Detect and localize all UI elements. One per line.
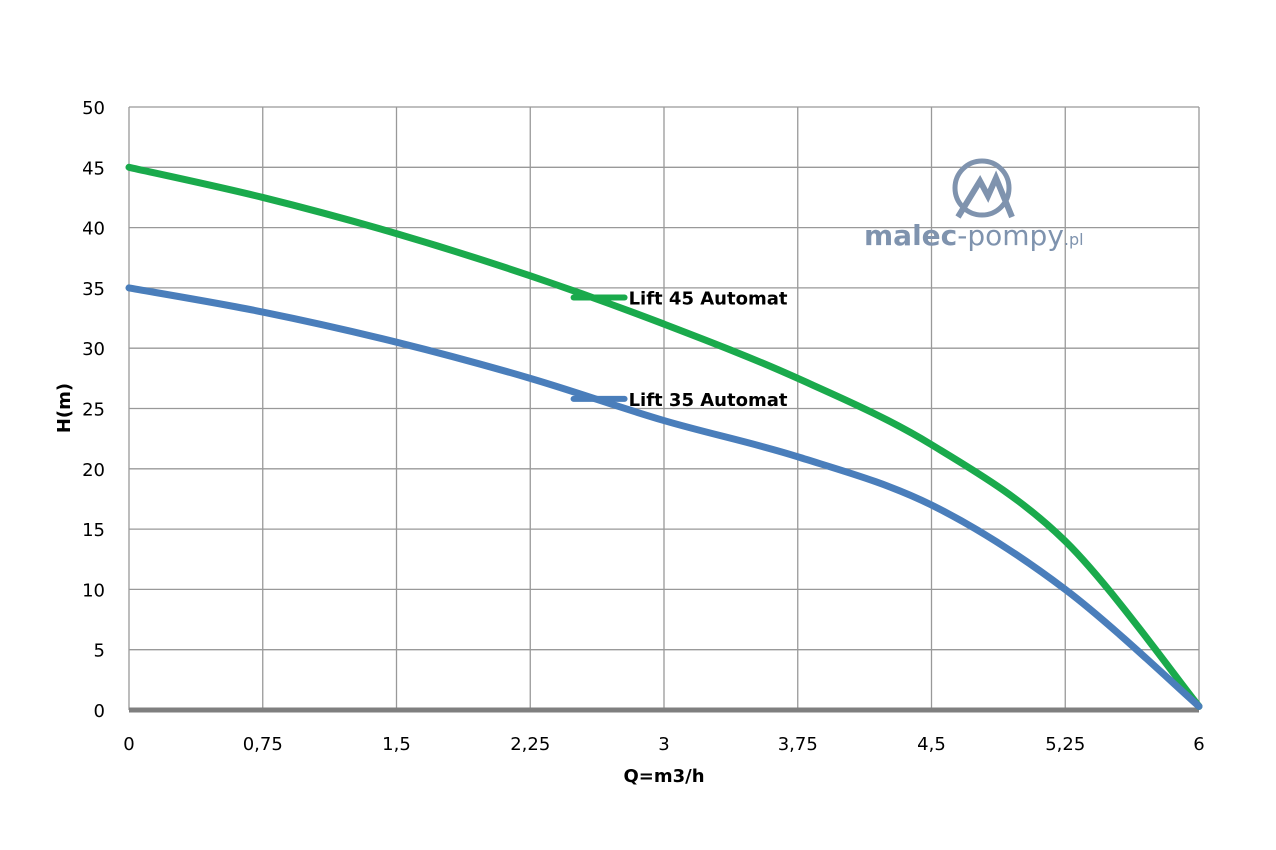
x-tick-label: 0,75 — [243, 734, 283, 755]
x-tick-label: 3 — [658, 734, 669, 755]
malec-pompy-logo: malec-pompy.pl — [864, 158, 1084, 252]
y-tick-label: 25 — [82, 400, 105, 421]
series-label: Lift 45 Automat — [629, 289, 788, 310]
x-tick-label: 5,25 — [1045, 734, 1085, 755]
tick-labels: 0 5 10 15 20 25 30 35 40 45 50 0 0,75 1,5 2,25 3 3,75 4,5… — [82, 98, 1205, 755]
y-tick-label: 45 — [82, 158, 105, 179]
series-label: Lift 35 Automat — [629, 390, 788, 411]
series-line-1 — [125, 284, 1203, 710]
series-line-0 — [125, 163, 1203, 710]
y-tick-label: 40 — [82, 219, 105, 240]
axes — [128, 107, 1199, 713]
y-tick-label: 15 — [82, 520, 105, 541]
y-tick-label: 30 — [82, 339, 105, 360]
svg-text:malec-pompy.pl: malec-pompy.pl — [864, 219, 1084, 252]
grid — [129, 106, 1200, 710]
series-group: Lift 45 Automat Lift 35 Automat — [125, 163, 1203, 710]
x-tick-label: 0 — [123, 734, 134, 755]
y-tick-label: 35 — [82, 279, 105, 300]
x-axis-label: Q=m3/h — [623, 766, 704, 787]
y-tick-label: 0 — [94, 701, 105, 722]
y-tick-label: 50 — [82, 98, 105, 119]
x-tick-label: 1,5 — [382, 734, 411, 755]
x-tick-label: 2,25 — [510, 734, 550, 755]
y-tick-label: 5 — [94, 641, 105, 662]
y-tick-label: 20 — [82, 460, 105, 481]
y-axis-label: H(m) — [54, 383, 75, 433]
x-tick-label: 3,75 — [778, 734, 818, 755]
x-tick-label: 4,5 — [917, 734, 946, 755]
y-tick-label: 10 — [82, 580, 105, 601]
x-tick-label: 6 — [1193, 734, 1204, 755]
